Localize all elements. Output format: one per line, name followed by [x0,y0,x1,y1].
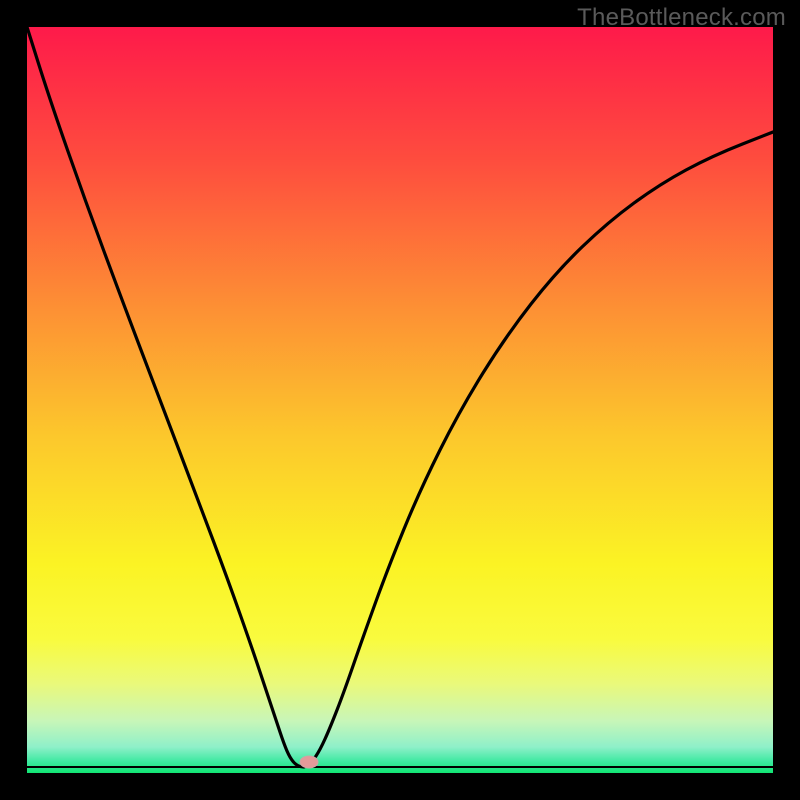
optimal-point-marker [300,756,318,768]
plot-background [27,27,773,773]
chart-frame: TheBottleneck.com [0,0,800,800]
bottleneck-plot [27,27,773,773]
